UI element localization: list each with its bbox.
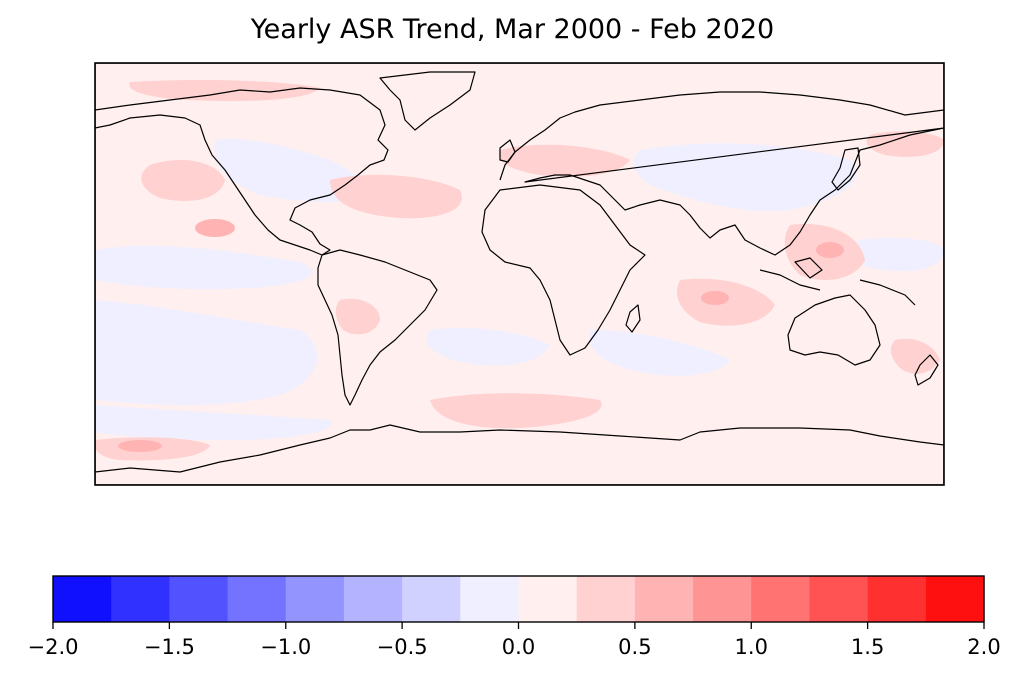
colorbar-segment (460, 576, 520, 622)
colorbar-segment (751, 576, 811, 622)
colorbar-tick-label: 1.0 (735, 635, 768, 659)
warm-patch-north-pacific-east (866, 131, 944, 157)
coastline-japan (831, 147, 861, 191)
colorbar-tick-label: 0.5 (618, 635, 651, 659)
warm-patch-north-atlantic (330, 174, 462, 219)
warm-patch-north-pacific (141, 160, 225, 201)
coastline-antarctica (95, 424, 944, 473)
map-title: Yearly ASR Trend, Mar 2000 - Feb 2020 (250, 14, 775, 45)
coastline-south-america (317, 249, 438, 406)
coastline-africa (481, 184, 646, 356)
warm-anomaly-patches-strong (118, 219, 844, 452)
coastlines (95, 71, 944, 473)
strong-warm-patch-east-pacific (195, 219, 235, 237)
map-border (94, 62, 945, 486)
coastline-new-zealand (914, 354, 939, 386)
cool-patch-indian-ocean (589, 330, 730, 376)
colorbar-tick-label: 2.0 (967, 635, 1000, 659)
colorbar-segment (925, 576, 985, 622)
colorbar-tick-label: −1.5 (144, 635, 195, 659)
colorbar-tick-label: −0.5 (377, 635, 428, 659)
coastline-britain (499, 139, 516, 163)
map-panel (95, 63, 944, 485)
strong-warm-patch-maritime-continent (816, 242, 844, 258)
colorbar-segment (518, 576, 578, 622)
warm-anomaly-patches (95, 80, 944, 461)
coastline-madagascar (625, 304, 641, 333)
warm-patch-australia-east (890, 338, 940, 374)
colorbar-tick-label: −2.0 (28, 635, 79, 659)
colorbar-segment (693, 576, 752, 622)
warm-patch-arctic (129, 80, 320, 102)
colorbar: −2.0 −1.5 −1.0 −0.5 0.0 0.5 1.0 1.5 2.0 (28, 575, 1001, 659)
cool-patch-north-america (214, 139, 365, 203)
cool-patch-south-atlantic (426, 328, 550, 366)
colorbar-segment (111, 576, 170, 622)
coastline-eurasia (499, 91, 944, 256)
coastline-australia (787, 294, 881, 366)
colorbar-segment (169, 576, 229, 622)
cool-patch-equatorial-band (95, 245, 312, 290)
colorbar-tick-label: −1.0 (260, 635, 311, 659)
coastline-north-america (95, 87, 389, 256)
cool-patch-east-pacific-tropic (851, 238, 944, 271)
strong-warm-patch-indian-ocean (701, 291, 729, 305)
warm-patch-europe (499, 144, 630, 177)
colorbar-segment (809, 576, 869, 622)
colorbar-segment (576, 576, 636, 622)
cool-patch-south-pacific (95, 300, 318, 405)
coastline-greenland (379, 71, 476, 131)
colorbar-segment (285, 576, 345, 622)
colorbar-tick-label: 0.0 (502, 635, 535, 659)
colorbar-segment (53, 576, 112, 622)
warm-patch-south-atlantic-band (430, 393, 602, 429)
cool-patch-southern-ocean-west (95, 405, 332, 440)
warm-patch-south-america (335, 298, 380, 335)
colorbar-segment (227, 576, 287, 622)
colorbar-segment (402, 576, 461, 622)
colorbar-tick-label: 1.5 (851, 635, 884, 659)
strong-warm-patch-southern-ocean (118, 440, 162, 452)
colorbar-segment (634, 576, 694, 622)
coastline-indonesia (759, 257, 916, 306)
colorbar-segment (343, 576, 403, 622)
colorbar-segment (867, 576, 927, 622)
